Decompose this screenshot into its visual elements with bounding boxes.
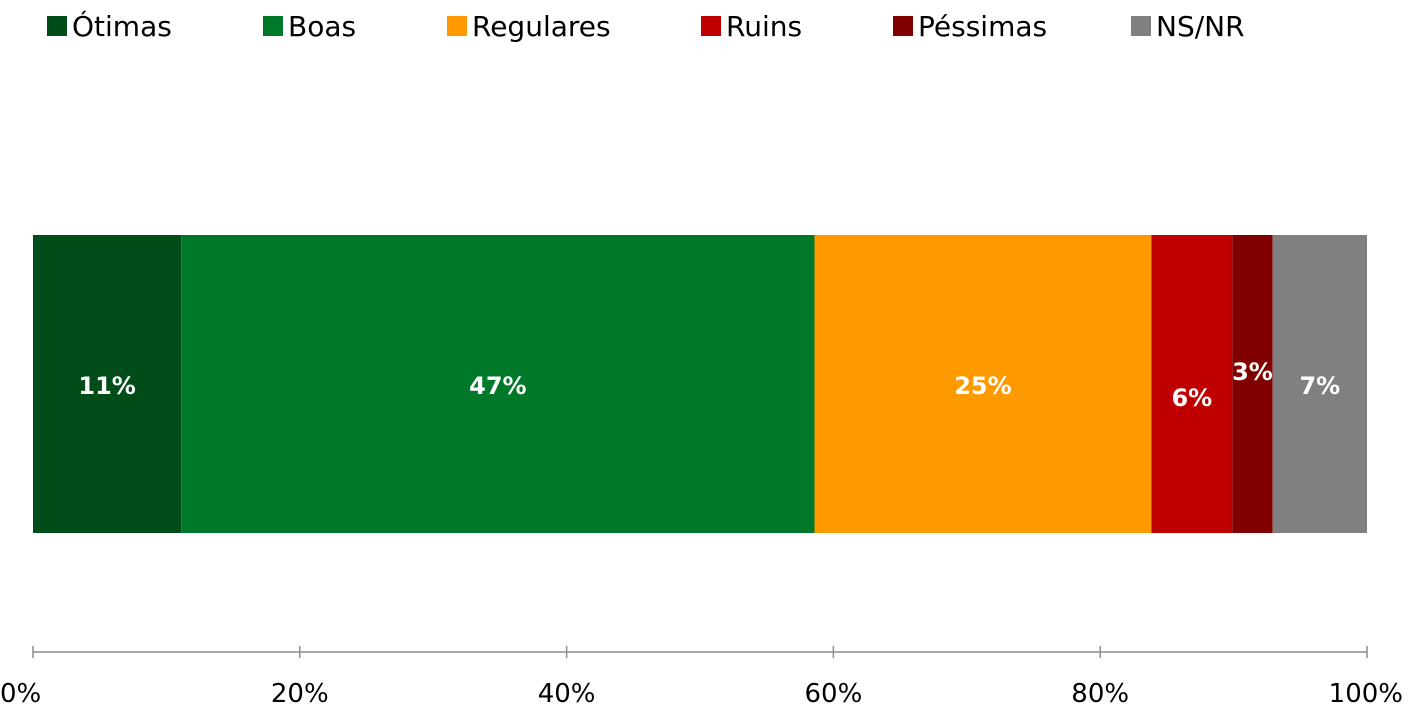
legend-regulares-swatch — [447, 16, 467, 36]
x-tick-label: 20% — [271, 679, 329, 705]
data-labels: 11% 47% 25% 6% 3% 7% — [78, 358, 1340, 412]
bar-ns-nr — [1272, 235, 1367, 533]
bar-pessimas-value-label: 3% — [1232, 358, 1273, 386]
x-tick-label: 80% — [1071, 679, 1129, 705]
bar-regulares — [814, 235, 1152, 533]
legend: Ótimas Boas Regulares Ruins Péssimas NS/NR — [47, 9, 1245, 43]
bar-otimas — [33, 235, 182, 533]
legend-boas-label: Boas — [288, 10, 356, 43]
bar-ruins-value-label: 6% — [1171, 384, 1212, 412]
legend-pessimas-swatch — [893, 16, 913, 36]
x-tick-label: 100% — [1329, 679, 1403, 705]
bar-boas-value-label: 47% — [469, 372, 526, 400]
legend-otimas-swatch — [47, 16, 67, 36]
bar-boas — [181, 235, 815, 533]
bar-pessimas — [1232, 235, 1273, 533]
legend-otimas-label: Ótimas — [72, 9, 172, 43]
legend-ns-nr-label: NS/NR — [1156, 10, 1245, 43]
bar-otimas-value-label: 11% — [78, 372, 135, 400]
legend-pessimas-label: Péssimas — [918, 10, 1047, 43]
legend-regulares-label: Regulares — [472, 10, 611, 43]
legend-ns-nr-swatch — [1131, 16, 1151, 36]
legend-ruins-swatch — [701, 16, 721, 36]
x-tick-label: 0% — [0, 679, 41, 705]
legend-boas-swatch — [263, 16, 283, 36]
x-axis: 0% 20% 40% 60% 80% 100% — [0, 646, 1403, 705]
stacked-bar — [33, 235, 1367, 533]
bar-regulares-value-label: 25% — [954, 372, 1011, 400]
x-tick-label: 40% — [538, 679, 596, 705]
x-tick-label: 60% — [805, 679, 863, 705]
bar-ruins — [1151, 235, 1233, 533]
legend-ruins-label: Ruins — [726, 10, 802, 43]
bar-ns-nr-value-label: 7% — [1299, 372, 1340, 400]
